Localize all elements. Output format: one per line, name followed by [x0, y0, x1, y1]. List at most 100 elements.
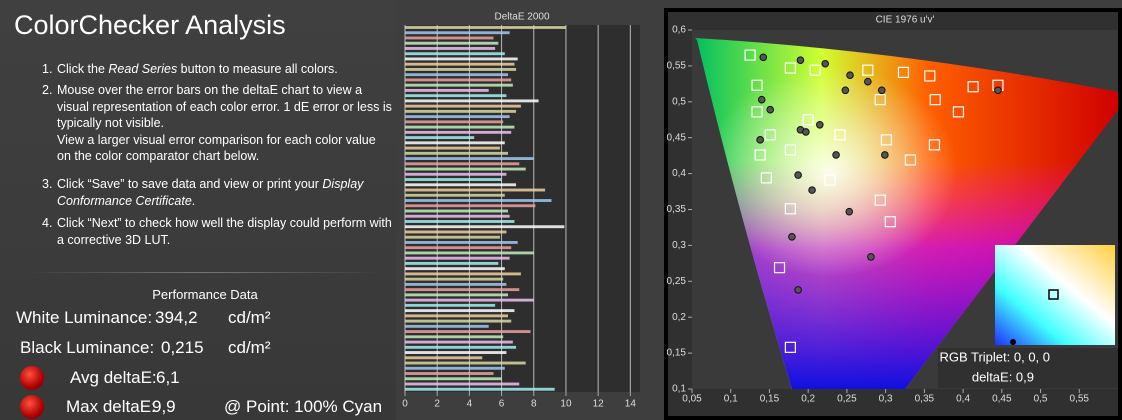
bar [405, 67, 517, 71]
bar [405, 94, 507, 98]
measured-point [821, 59, 830, 68]
inset-text: RGB Triplet: 0, 0, 0 [939, 349, 1050, 364]
target-point [784, 62, 796, 74]
x-tick-label: 12 [593, 399, 605, 410]
x-tick-label: 0,4 [956, 394, 970, 405]
bar [405, 31, 510, 35]
bar [405, 199, 552, 202]
bar [405, 324, 489, 328]
bar [405, 99, 539, 103]
measured-point [766, 105, 775, 114]
target-point [802, 114, 814, 126]
target-point [952, 106, 965, 118]
bar [405, 36, 494, 40]
x-tick-label: 14 [625, 399, 637, 410]
x-tick-label: 4 [467, 399, 473, 410]
instruction: 1. Click the Read Series button to measur… [42, 61, 392, 78]
x-tick-label: 0,5 [1034, 394, 1048, 405]
bar [405, 52, 505, 56]
perf-title: Performance Data [152, 287, 258, 302]
bar [405, 361, 526, 365]
text: Click the [57, 62, 109, 76]
measured-point [808, 186, 816, 194]
bar [405, 178, 502, 181]
item-number: 1. [42, 62, 53, 76]
inset-measured [1010, 339, 1016, 345]
y-tick-label: 0,6 [672, 25, 686, 36]
bar [405, 109, 517, 113]
target-point [834, 129, 846, 141]
bar [405, 214, 510, 218]
bar [405, 83, 513, 87]
measured-point [796, 56, 805, 64]
bar [405, 162, 520, 166]
point: @ Point: 100% Cyan [224, 397, 383, 416]
inset-target [1048, 289, 1059, 300]
target-point [784, 144, 796, 156]
bar [405, 256, 510, 260]
text: Click “Next” to check how well the displ… [57, 216, 392, 247]
bar [405, 157, 534, 161]
bar [405, 261, 499, 265]
x-tick-label: 8 [531, 399, 537, 410]
measured-point [802, 128, 810, 136]
label: Black Luminance: [20, 338, 155, 357]
gamut [695, 38, 1118, 389]
bar [405, 351, 507, 354]
measured-point [845, 207, 854, 216]
target-point [760, 172, 772, 184]
target-point [928, 139, 941, 151]
status-icon [20, 366, 44, 390]
target-point [904, 154, 917, 166]
measured-point [794, 171, 802, 179]
item-number: 3. [42, 177, 53, 191]
target-point [929, 94, 941, 106]
target-point [897, 66, 910, 78]
bar [405, 188, 546, 192]
x-tick-label: 0 [402, 399, 408, 410]
inset-swatch [995, 245, 1115, 345]
x-tick-label: 0,35 [915, 394, 935, 405]
text: View a larger visual error comparison fo… [57, 132, 376, 164]
x-tick-label: 10 [560, 399, 572, 410]
bar [405, 209, 509, 213]
bar [405, 314, 509, 318]
x-tick-label: 0,1 [724, 394, 738, 405]
measured-point [794, 286, 802, 294]
x-tick-label: 0,3 [879, 394, 893, 405]
bar [405, 57, 518, 61]
bar [405, 382, 520, 386]
x-tick-label: 0,15 [760, 394, 780, 405]
bar [405, 183, 517, 187]
target-point [874, 194, 886, 206]
measured-point [994, 86, 1002, 95]
measured-point [864, 77, 872, 86]
bar [405, 26, 566, 29]
y-tick-label: 0,2 [672, 312, 686, 323]
title: ColorChecker Analysis [14, 10, 286, 40]
bar [405, 151, 509, 155]
text: Click “Save” to save data and view or pr… [57, 177, 323, 191]
item-number: 2. [42, 83, 53, 97]
chart-title: CIE 1976 u'v' [876, 15, 935, 26]
inset-text: deltaE: 0,9 [972, 369, 1034, 384]
y-tick-label: 0,4 [672, 168, 686, 179]
instruction: 3. Click “Save” to save data and view or … [42, 176, 392, 209]
bar [405, 235, 500, 239]
bar [405, 303, 496, 307]
measured-point [867, 253, 875, 261]
label: Max deltaE: [66, 397, 156, 416]
target-point [809, 64, 821, 76]
measured-point [841, 86, 850, 95]
bar [405, 267, 505, 271]
bar [405, 335, 504, 339]
bar [405, 172, 507, 176]
bar [405, 146, 500, 150]
target-point [924, 70, 936, 82]
bar [405, 387, 555, 391]
bar [405, 298, 534, 302]
x-tick-label: 6 [499, 399, 505, 410]
bar [405, 272, 521, 276]
text: Mouse over the error bars on the deltaE … [57, 83, 392, 130]
